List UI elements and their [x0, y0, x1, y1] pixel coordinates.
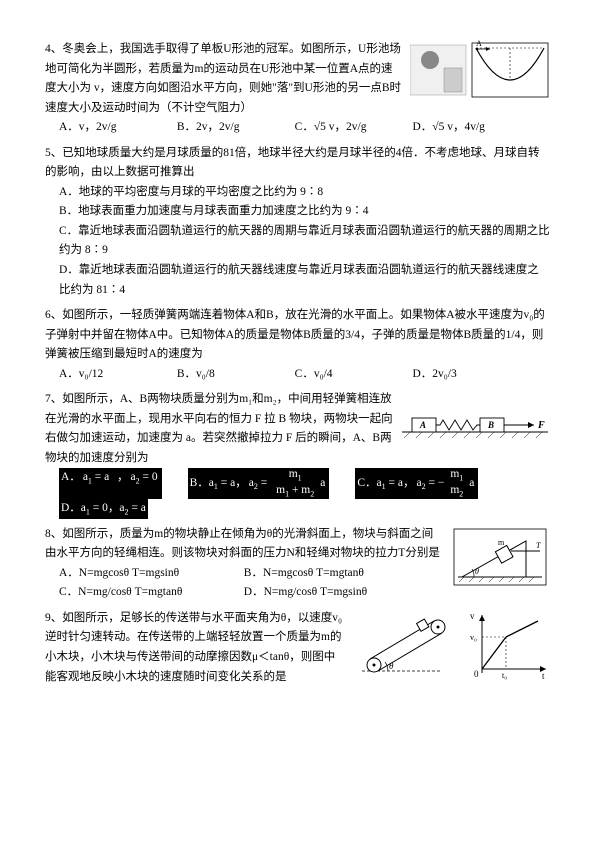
svg-text:m: m	[498, 538, 505, 547]
svg-text:θ: θ	[475, 567, 479, 576]
svg-text:v: v	[470, 611, 475, 621]
svg-text:0: 0	[474, 669, 479, 679]
q4-opt-a: A．v，2v/g	[59, 118, 167, 138]
q6-options: A．v₀/12 B．v₀/8 C．v₀/4 D．2v₀/3	[45, 365, 550, 385]
question-6: 6、如图所示，一轻质弹簧两端连着物体A和B，放在光滑的水平面上。如果物体A被水平…	[45, 306, 550, 384]
svg-text:t₀: t₀	[502, 671, 507, 680]
figure-q4: A	[410, 40, 550, 100]
q8-opt-d: D．N=mg/cosθ T=mgsinθ	[244, 583, 421, 603]
question-9: θ v t 0 v₀ t₀ 9、如图所示，足够长的传送带与水平面夹角为θ，以速度…	[45, 609, 550, 687]
figure-q9-belt: θ	[352, 609, 462, 681]
q4-options: A．v，2v/g B．2v，2v/g C．√5 v，2v/g D．√5 v，4v…	[45, 118, 550, 138]
q8-opt-a: A．N=mgcosθ T=mgsinθ	[59, 564, 236, 584]
svg-text:θ: θ	[389, 661, 394, 671]
svg-text:t: t	[542, 671, 545, 681]
q6-opt-a: A．v₀/12	[59, 365, 167, 385]
figure-q8: m T θ	[450, 525, 550, 589]
svg-text:v₀: v₀	[470, 633, 477, 642]
q6-opt-d: D．2v₀/3	[412, 365, 520, 385]
q6-opt-b: B．v₀/8	[177, 365, 285, 385]
q5-stem: 5、已知地球质量大约是月球质量的81倍，地球半径大约是月球半径的4倍．不考虑地球…	[45, 144, 550, 183]
q7-opt-d: D．a1 = 0，a2 = a	[59, 499, 148, 519]
q7-opt-b: B．a1 = a，a2 = m1m1 + m2a	[188, 468, 330, 498]
question-8: m T θ 8、如图所示，质量为m的物块静止在倾角为θ的光滑斜面上，物块与斜面之…	[45, 525, 550, 603]
q5-opt-a: A．地球的平均密度与月球的平均密度之比约为 9∶8	[59, 183, 550, 203]
q4-opt-c: C．√5 v，2v/g	[295, 118, 403, 138]
svg-text:B: B	[487, 420, 494, 430]
question-5: 5、已知地球质量大约是月球质量的81倍，地球半径大约是月球半径的4倍．不考虑地球…	[45, 144, 550, 300]
q8-opt-c: C．N=mg/cosθ T=mgtanθ	[59, 583, 236, 603]
q5-opt-d: D．靠近地球表面沿圆轨道运行的航天器线速度与靠近月球表面沿圆轨道运行的航天器线速…	[59, 261, 550, 300]
svg-text:F: F	[537, 420, 545, 431]
q4-opt-b: B．2v，2v/g	[177, 118, 285, 138]
q8-opt-b: B．N=mgcosθ T=mgtanθ	[244, 564, 421, 584]
svg-text:T: T	[536, 541, 541, 550]
figure-q7: A B F	[400, 408, 550, 440]
question-7: A B F 7、如图所示，A、B两物块质量分别为m₁和m₂，中间用轻弹簧相连放在…	[45, 390, 550, 518]
q7-opt-c: C．a1 = a，a2 = −m1m2a	[355, 468, 478, 498]
q5-options: A．地球的平均密度与月球的平均密度之比约为 9∶8 B．地球表面重力加速度与月球…	[45, 183, 550, 300]
q7-options: A．a1 = a ，a2 = 0 B．a1 = a，a2 = m1m1 + m2…	[45, 468, 550, 518]
q5-opt-b: B．地球表面重力加速度与月球表面重力加速度之比约为 9∶4	[59, 202, 550, 222]
q5-opt-c: C．靠近地球表面沿圆轨道运行的航天器的周期与靠近月球表面沿圆轨道运行的航天器的周…	[59, 222, 550, 261]
question-4: A 4、冬奥会上，我国选手取得了单板U形池的冠军。如图所示，U形池场地可简化为半…	[45, 40, 550, 138]
figure-q9-graph: v t 0 v₀ t₀	[468, 609, 550, 681]
q8-options: A．N=mgcosθ T=mgsinθ B．N=mgcosθ T=mgtanθ …	[45, 564, 444, 603]
svg-text:A: A	[476, 40, 482, 48]
svg-text:A: A	[419, 420, 426, 430]
q6-stem: 6、如图所示，一轻质弹簧两端连着物体A和B，放在光滑的水平面上。如果物体A被水平…	[45, 306, 550, 365]
q7-opt-a: A．a1 = a ，a2 = 0	[59, 468, 162, 498]
q4-opt-d: D．√5 v，4v/g	[412, 118, 520, 138]
figure-q9: θ v t 0 v₀ t₀	[352, 609, 550, 681]
q6-opt-c: C．v₀/4	[295, 365, 403, 385]
